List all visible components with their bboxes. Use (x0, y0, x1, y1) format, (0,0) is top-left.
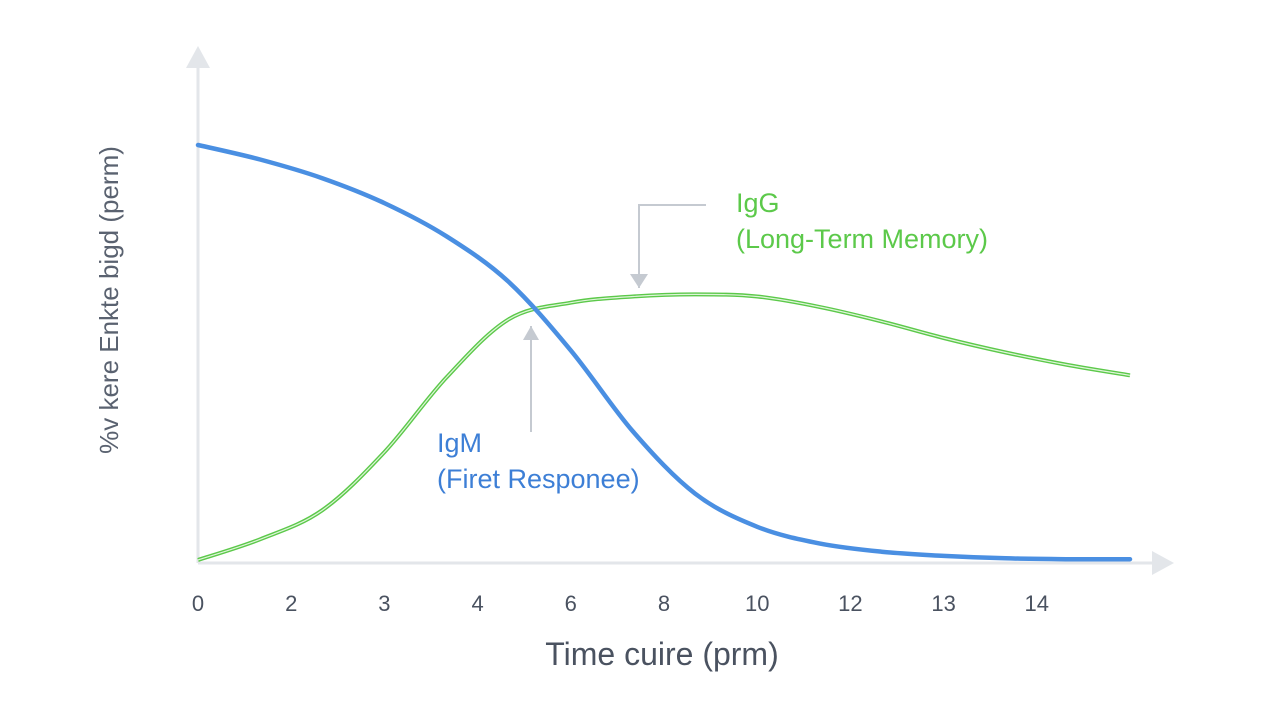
x-tick-label: 12 (838, 591, 862, 616)
annotation-arrow-igg (638, 204, 706, 288)
x-tick-label: 8 (658, 591, 670, 616)
x-tick-label: 10 (745, 591, 769, 616)
series-line-igg-highlight (197, 293, 1131, 561)
annotation-igm-title: IgM (437, 428, 482, 458)
y-axis-arrow (186, 46, 210, 68)
x-tick-label: 0 (192, 591, 204, 616)
x-tick-labels: 0 2 3 4 6 8 10 12 13 14 (192, 591, 1049, 616)
x-axis-title: Time cuire (prm) (545, 636, 778, 672)
annotation-layer: IgM (Firet Responee) IgG (Long-Term Memory) (437, 188, 988, 494)
x-tick-label: 3 (378, 591, 390, 616)
series-line-igg-outline (197, 292, 1131, 562)
y-axis-title: %v kere Enkte bigd (perm) (94, 146, 124, 454)
series-line-igm (195, 142, 1133, 562)
x-tick-label: 4 (471, 591, 483, 616)
x-tick-label: 13 (931, 591, 955, 616)
x-tick-label: 14 (1025, 591, 1049, 616)
x-tick-label: 2 (285, 591, 297, 616)
annotation-igg-subtitle: (Long-Term Memory) (736, 224, 988, 254)
annotation-arrowhead-igg (630, 274, 648, 288)
x-axis-arrow (1152, 551, 1174, 575)
annotation-igg-title: IgG (736, 188, 780, 218)
series-layer (195, 142, 1133, 562)
annotation-arrowhead-igm (523, 326, 539, 340)
x-tick-label: 6 (565, 591, 577, 616)
axes (186, 46, 1174, 575)
annotation-igm-subtitle: (Firet Responee) (437, 464, 640, 494)
